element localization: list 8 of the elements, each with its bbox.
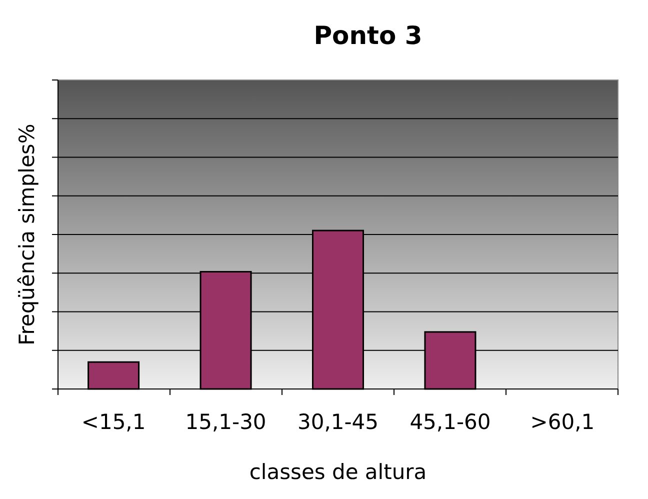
x-tick-label: 45,1-60 [410,410,491,434]
x-tick-label: 30,1-45 [297,410,379,434]
x-axis-title: classes de altura [249,460,427,484]
y-axis-title: Freqüência simples% [15,124,39,346]
chart-title: Ponto 3 [314,21,422,50]
x-tick-label: >60,1 [530,410,595,434]
x-tick-label: 15,1-30 [185,410,266,434]
x-tick-label: <15,1 [81,410,146,434]
